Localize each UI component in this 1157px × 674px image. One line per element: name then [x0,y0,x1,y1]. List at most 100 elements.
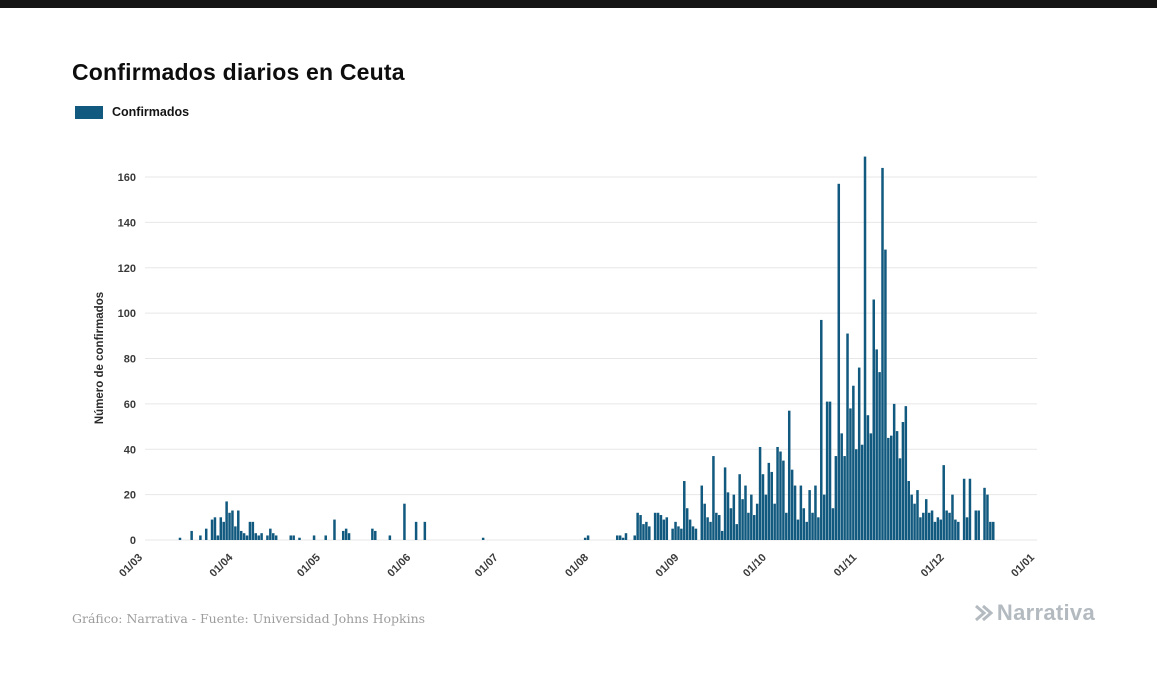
bar [992,521,995,540]
bar [239,530,243,540]
bar [939,519,943,540]
bar [863,156,867,541]
bar [738,474,741,540]
bar [685,508,689,540]
bar [732,494,736,540]
bar [712,456,715,540]
x-tick-label: 01/10 [741,552,769,580]
bar [814,485,817,540]
chart-title: Confirmados diarios en Ceuta [72,59,405,86]
bar [805,521,808,540]
bar [333,519,336,540]
bar [653,512,657,540]
bar [374,530,377,540]
bar [272,533,275,540]
bar [747,512,750,540]
bar [878,372,881,540]
bar [983,487,986,540]
x-tick-label: 01/12 [919,552,947,580]
bar [884,249,887,540]
x-tick-label: 01/03 [117,552,145,580]
bar [954,519,957,540]
legend: Confirmados [75,105,189,119]
bar [773,503,776,540]
bar [269,528,272,540]
bar [852,385,855,540]
y-tick-label: 60 [124,399,136,411]
bar [726,492,730,540]
bar [968,478,972,540]
bar [770,471,773,540]
bar [904,406,908,540]
bar [674,521,677,540]
bar [782,460,785,540]
bar [986,494,989,540]
bar [849,408,852,540]
bar [907,481,910,540]
bar [718,515,721,540]
bar [234,526,237,540]
bar [715,512,718,540]
bar [178,537,182,540]
bar [292,535,295,540]
bar [942,465,945,540]
bar [219,517,223,540]
bar [680,528,683,540]
bar [945,510,948,540]
y-tick-label: 40 [124,444,136,456]
bar [779,451,782,540]
footer-credit: Gráfico: Narrativa - Fuente: Universidad… [72,611,426,626]
bar [694,528,698,540]
bar [927,512,931,540]
bar [764,494,768,540]
bar [910,494,913,540]
bar [799,485,803,540]
bar [825,401,829,540]
bar [633,535,636,540]
legend-swatch [75,105,103,119]
bar [831,508,835,540]
bar [857,367,861,540]
bar [723,467,727,540]
bar [274,535,278,540]
legend-label: Confirmados [112,105,190,119]
bar [951,494,954,540]
bar [683,481,686,540]
bar [298,537,301,540]
bar [624,533,628,540]
bar [919,517,922,540]
bar [621,537,625,540]
bar [225,501,228,540]
bar [204,528,208,540]
bar [948,512,951,540]
bar [855,449,858,540]
bar [659,515,663,540]
y-tick-label: 20 [124,490,136,502]
bar [895,431,899,540]
bar [645,521,648,540]
bar-chart: 0 20 40 60 80 100 120 140 160 01/03 01/04 01/05 01/0… [117,156,1037,580]
bar [677,526,680,540]
bar [642,524,645,540]
bar [834,456,838,540]
bar [936,517,940,540]
bar [965,517,969,540]
bar [785,512,788,540]
bar [989,521,992,540]
bar [242,533,246,540]
x-tick-label: 01/04 [208,551,237,580]
bar [341,530,345,540]
x-tick-label: 01/11 [832,552,860,580]
bar [901,422,905,540]
bar [898,458,902,540]
bar [615,535,619,540]
x-tick-label: 01/06 [385,552,413,580]
bar [729,508,733,540]
bar [636,512,639,540]
bar [957,521,960,540]
bar [260,533,263,540]
bar [423,521,427,540]
bar [414,521,418,540]
bar [665,517,669,540]
bar [776,446,779,540]
